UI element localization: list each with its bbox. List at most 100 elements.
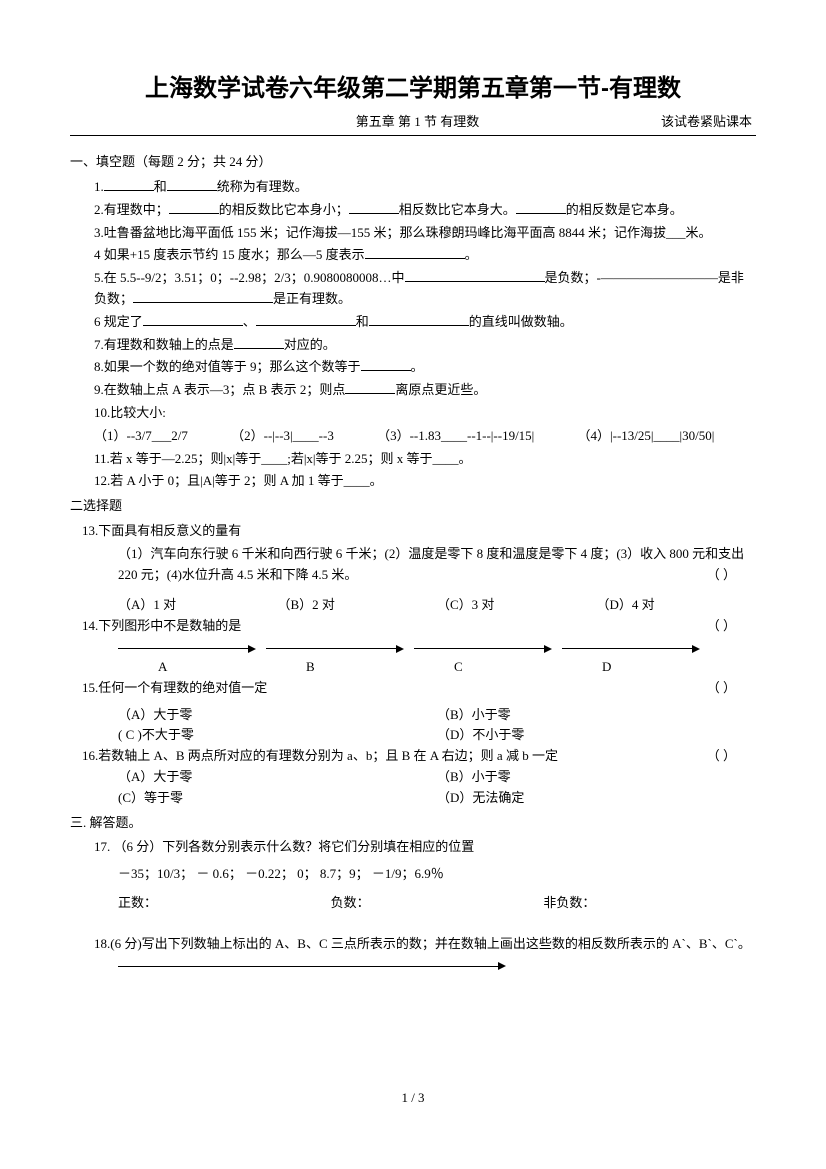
q16-opt-c: (C）等于零: [118, 788, 437, 809]
q1-end: 统称为有理数。: [217, 179, 308, 194]
question-14: 14.下列图形中不是数轴的是 （ ）: [82, 616, 756, 637]
blank: [143, 325, 243, 326]
question-6: 6 规定了 、 和 的直线叫做数轴。: [94, 312, 756, 333]
q14-label-c: C: [414, 657, 562, 678]
q10-4: （4）|--13/25|____|30/50|: [578, 428, 715, 443]
blank: [169, 213, 219, 214]
q13-opt-d: （D）4 对: [597, 595, 757, 616]
question-13-sub: （1）汽车向东行驶 6 千米和向西行驶 6 千米；(2）温度是零下 8 度和温度…: [118, 544, 756, 586]
question-9: 9.在数轴上点 A 表示—3；点 B 表示 2；则点 离原点更近些。: [94, 380, 756, 401]
q13-paren: （ ）: [707, 565, 736, 586]
q7-b: 对应的。: [284, 337, 336, 352]
q7-a: 7.有理数和数轴上的点是: [94, 337, 234, 352]
q2-b: 的相反数比它本身小；: [219, 202, 349, 217]
q9-b: 离原点更近些。: [395, 382, 486, 397]
q14-text: 14.下列图形中不是数轴的是: [82, 616, 241, 637]
blank: [349, 213, 399, 214]
blank: [516, 213, 566, 214]
question-10-subs: （1）--3/7___2/7 （2）--|--3|____--3 （3）--1.…: [94, 426, 756, 447]
q15-text: 15.任何一个有理数的绝对值一定: [82, 678, 267, 699]
chapter-info: 第五章 第 1 节 有理数: [174, 112, 661, 133]
q2-a: 2.有理数中；: [94, 202, 169, 217]
blank: [361, 370, 411, 371]
q17-neg: 负数：: [331, 893, 544, 914]
q10-1: （1）--3/7___2/7: [94, 428, 188, 443]
q16-opt-b: （B）小于零: [437, 767, 756, 788]
question-12: 12.若 A 小于 0；且|A|等于 2；则 A 加 1 等于____。: [94, 471, 756, 492]
subtitle-row: 第五章 第 1 节 有理数 该试卷紧贴课本: [70, 112, 756, 136]
question-5: 5.在 5.5--9/2；3.51；0；--2.98；2/3；0.9080080…: [94, 268, 756, 310]
q15-opt-c: ( C )不大于零: [118, 725, 437, 746]
q4-b: 。: [465, 247, 478, 262]
page-title: 上海数学试卷六年级第二学期第五章第一节-有理数: [70, 70, 756, 108]
q1-mid: 和: [154, 179, 167, 194]
q13-opt-b: （B）2 对: [278, 595, 438, 616]
q14-paren: （ ）: [707, 616, 736, 637]
q18-axis: [118, 962, 756, 970]
axis-a: [118, 645, 256, 653]
q14-axes: [118, 645, 756, 653]
note-right: 该试卷紧贴课本: [661, 112, 752, 133]
q13-sub-text: （1）汽车向东行驶 6 千米和向西行驶 6 千米；(2）温度是零下 8 度和温度…: [118, 546, 744, 582]
q15-opt-b: （B）小于零: [437, 705, 756, 726]
q6-d: 的直线叫做数轴。: [469, 314, 573, 329]
q4-a: 4 如果+15 度表示节约 15 度水；那么—5 度表示: [94, 247, 365, 262]
q16-opt-d: （D）无法确定: [437, 788, 756, 809]
blank: [133, 302, 273, 303]
q2-d: 的相反数是它本身。: [566, 202, 683, 217]
question-10: 10.比较大小:: [94, 403, 756, 424]
section-2-header: 二选择题: [70, 496, 756, 517]
q17-pos: 正数：: [118, 893, 331, 914]
q13-opt-a: （A）1 对: [118, 595, 278, 616]
q15-opt-d: （D）不小于零: [437, 725, 756, 746]
question-3: 3.吐鲁番盆地比海平面低 155 米；记作海拔—155 米；那么珠穆朗玛峰比海平…: [94, 223, 756, 244]
question-13: 13.下面具有相反意义的量有: [82, 521, 756, 542]
q17-numbers: －35；10/3； － 0.6； －0.22； 0； 8.7；9； －1/9；6…: [118, 864, 756, 885]
q14-label-a: A: [118, 657, 266, 678]
blank: [256, 325, 356, 326]
q8-a: 8.如果一个数的绝对值等于 9；那么这个数等于: [94, 359, 361, 374]
question-15: 15.任何一个有理数的绝对值一定 （ ）: [82, 678, 756, 699]
q16-options: （A）大于零 (C）等于零 （B）小于零 （D）无法确定: [118, 767, 756, 809]
blank: [167, 190, 217, 191]
blank: [345, 393, 395, 394]
q6-c: 和: [356, 314, 369, 329]
question-18: 18.(6 分)写出下列数轴上标出的 A、B、C 三点所表示的数；并在数轴上画出…: [94, 934, 756, 955]
q13-options: （A）1 对 （B）2 对 （C）3 对 （D）4 对: [118, 595, 756, 616]
question-2: 2.有理数中； 的相反数比它本身小； 相反数比它本身大。 的相反数是它本身。: [94, 200, 756, 221]
q1-prefix: 1.: [94, 179, 104, 194]
q17-fill-row: 正数： 负数： 非负数：: [118, 893, 756, 914]
question-17: 17. （6 分）下列各数分别表示什么数？将它们分别填在相应的位置: [94, 837, 756, 858]
axis-b: [266, 645, 404, 653]
page-number: 1 / 3: [0, 1088, 826, 1109]
blank: [104, 190, 154, 191]
q5-a: 5.在 5.5--9/2；3.51；0；--2.98；2/3；0.9080080…: [94, 270, 405, 285]
q15-opt-a: （A）大于零: [118, 705, 437, 726]
axis-d: [562, 645, 700, 653]
q6-b: 、: [243, 314, 256, 329]
q2-c: 相反数比它本身大。: [399, 202, 516, 217]
section-3-header: 三. 解答题。: [70, 813, 756, 834]
q14-label-b: B: [266, 657, 414, 678]
question-7: 7.有理数和数轴上的点是 对应的。: [94, 335, 756, 356]
question-8: 8.如果一个数的绝对值等于 9；那么这个数等于。: [94, 357, 756, 378]
blank: [405, 281, 545, 282]
question-4: 4 如果+15 度表示节约 15 度水；那么—5 度表示 。: [94, 245, 756, 266]
q16-opt-a: （A）大于零: [118, 767, 437, 788]
q14-labels: A B C D: [118, 657, 756, 678]
blank: [365, 258, 465, 259]
q16-paren: （ ）: [707, 746, 736, 767]
question-1: 1. 和 统称为有理数。: [94, 177, 756, 198]
q15-options: （A）大于零 ( C )不大于零 （B）小于零 （D）不小于零: [118, 705, 756, 747]
q5-c: 是正有理数。: [273, 291, 351, 306]
q16-text: 16.若数轴上 A、B 两点所对应的有理数分别为 a、b；且 B 在 A 右边；…: [82, 746, 558, 767]
q17-nonneg: 非负数：: [543, 893, 756, 914]
q13-opt-c: （C）3 对: [437, 595, 597, 616]
question-11: 11.若 x 等于—2.25；则|x|等于____;若|x|等于 2.25；则 …: [94, 449, 756, 470]
axis-c: [414, 645, 552, 653]
q9-a: 9.在数轴上点 A 表示—3；点 B 表示 2；则点: [94, 382, 345, 397]
blank: [369, 325, 469, 326]
q10-3: （3）--1.83____--1--|--19/15|: [377, 428, 534, 443]
q10-2: （2）--|--3|____--3: [231, 428, 334, 443]
q6-a: 6 规定了: [94, 314, 143, 329]
